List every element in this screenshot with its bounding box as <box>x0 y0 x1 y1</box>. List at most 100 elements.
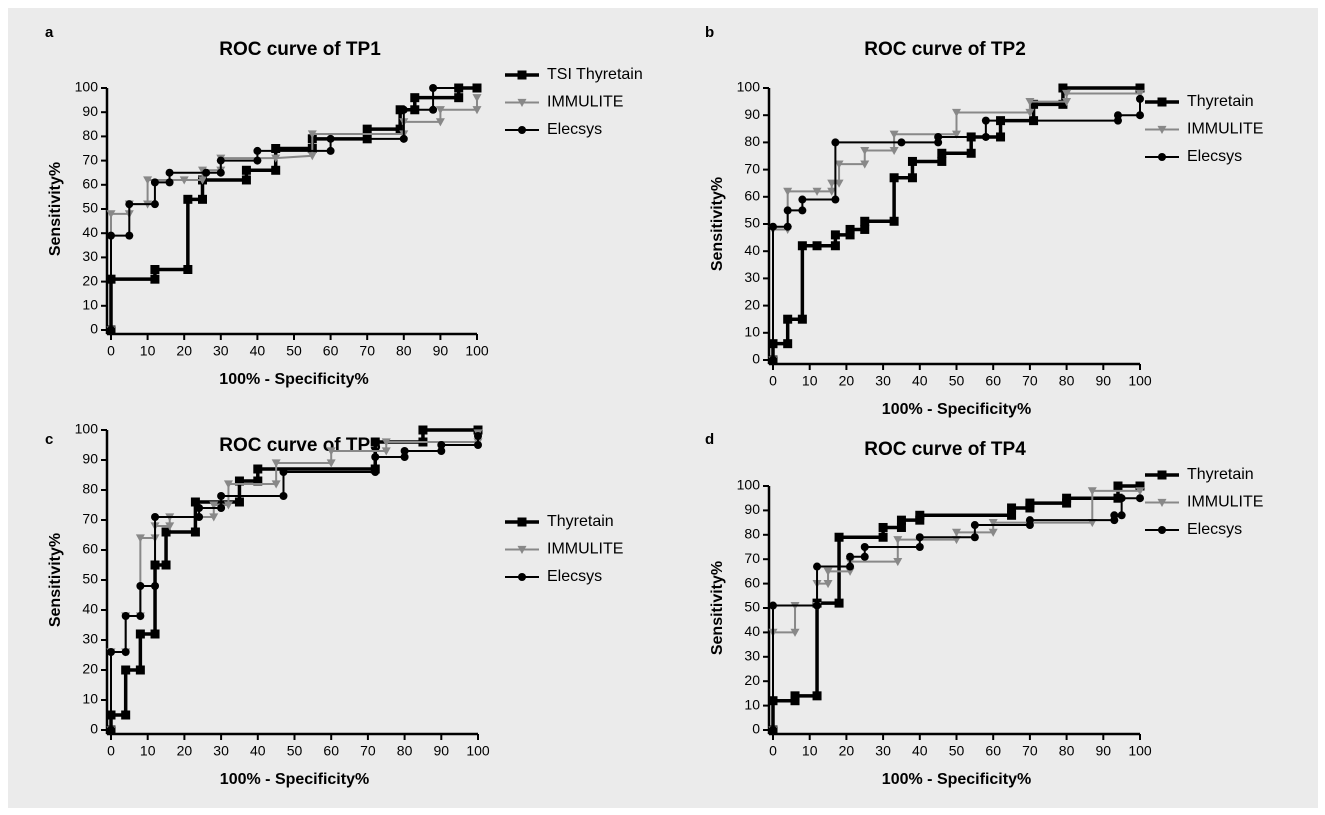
marker <box>179 176 189 185</box>
y-tick-label: 90 <box>744 106 760 122</box>
marker <box>1136 494 1144 503</box>
marker <box>915 543 924 551</box>
marker <box>279 492 288 500</box>
marker <box>845 230 855 240</box>
y-tick-label: 30 <box>82 631 98 647</box>
marker <box>896 522 906 532</box>
marker <box>371 468 380 476</box>
y-axis-title: Sensitivity% <box>47 162 64 256</box>
y-tick-label: 100 <box>75 79 99 95</box>
x-axis-title: 100% - Specificity% <box>882 401 1031 418</box>
x-tick-label: 100 <box>466 743 490 759</box>
y-tick-label: 30 <box>744 648 760 664</box>
marker <box>831 138 840 147</box>
panel-label: d <box>705 431 714 448</box>
x-axis-title: 100% - Specificity% <box>882 771 1031 788</box>
legend-label: IMMULITE <box>547 94 623 111</box>
x-tick-label: 90 <box>1096 743 1112 759</box>
marker <box>1136 94 1144 103</box>
marker <box>198 166 207 175</box>
marker <box>437 441 446 449</box>
marker <box>860 552 869 561</box>
marker <box>846 562 855 571</box>
legend-marker <box>518 573 526 581</box>
marker <box>150 274 160 284</box>
marker <box>370 437 380 447</box>
legend-label: Elecsys <box>547 568 602 585</box>
marker <box>860 146 870 156</box>
marker <box>790 696 800 706</box>
marker <box>845 224 855 234</box>
legend-label: Thyretain <box>1187 466 1254 483</box>
x-tick-label: 60 <box>323 743 339 759</box>
marker <box>812 241 822 251</box>
marker <box>326 447 336 456</box>
x-tick-label: 10 <box>140 743 156 759</box>
marker <box>474 432 482 440</box>
marker <box>860 160 870 169</box>
y-tick-label: 0 <box>752 351 760 367</box>
marker <box>216 168 225 177</box>
roc-line <box>110 87 477 330</box>
y-axis-title: Sensitivity% <box>709 177 726 271</box>
marker <box>165 522 175 531</box>
marker <box>1062 89 1072 98</box>
x-tick-label: 20 <box>839 373 855 389</box>
x-tick-label: 40 <box>250 743 266 759</box>
marker <box>381 447 391 456</box>
legend-marker <box>1157 498 1167 507</box>
chart-title: ROC curve of TP3 <box>219 435 381 456</box>
legend-marker <box>517 70 527 80</box>
marker <box>1113 111 1122 120</box>
x-tick-label: 60 <box>985 743 1001 759</box>
marker <box>915 510 925 520</box>
legend-marker <box>1157 97 1167 107</box>
y-tick-label: 30 <box>744 269 760 285</box>
y-tick-label: 100 <box>737 477 761 493</box>
marker <box>454 93 464 103</box>
chart-title: ROC curve of TP2 <box>864 39 1026 60</box>
marker <box>907 156 917 166</box>
marker <box>371 453 380 461</box>
x-tick-label: 90 <box>433 343 449 359</box>
marker <box>827 179 837 188</box>
legend-label: Elecsys <box>1187 148 1242 165</box>
marker <box>307 130 317 139</box>
x-tick-label: 50 <box>286 343 302 359</box>
marker <box>326 146 335 155</box>
panel-label: c <box>45 431 53 448</box>
legend-marker <box>1158 526 1166 534</box>
background <box>8 8 1318 808</box>
y-tick-label: 10 <box>744 324 760 340</box>
marker <box>846 552 855 561</box>
marker <box>121 710 131 720</box>
marker <box>798 195 807 204</box>
y-tick-label: 70 <box>82 511 98 527</box>
chart-title: ROC curve of TP4 <box>864 439 1026 460</box>
marker <box>135 534 145 543</box>
x-tick-label: 0 <box>107 343 115 359</box>
marker <box>966 148 976 158</box>
marker <box>241 175 251 185</box>
marker <box>823 567 833 576</box>
y-tick-label: 60 <box>82 176 98 192</box>
y-tick-label: 20 <box>82 661 98 677</box>
y-tick-label: 20 <box>82 272 98 288</box>
y-tick-label: 80 <box>744 133 760 149</box>
marker <box>1025 108 1035 117</box>
y-tick-label: 40 <box>82 224 98 240</box>
x-tick-label: 90 <box>1096 373 1112 389</box>
marker <box>150 629 160 639</box>
marker <box>790 628 800 637</box>
marker <box>1117 494 1126 503</box>
y-tick-label: 10 <box>82 691 98 707</box>
marker <box>823 580 833 589</box>
marker <box>783 339 793 349</box>
marker <box>834 532 844 542</box>
x-tick-label: 100 <box>1128 373 1152 389</box>
marker <box>889 216 899 226</box>
y-tick-label: 50 <box>744 599 760 615</box>
x-tick-label: 40 <box>912 743 928 759</box>
marker <box>161 560 171 570</box>
